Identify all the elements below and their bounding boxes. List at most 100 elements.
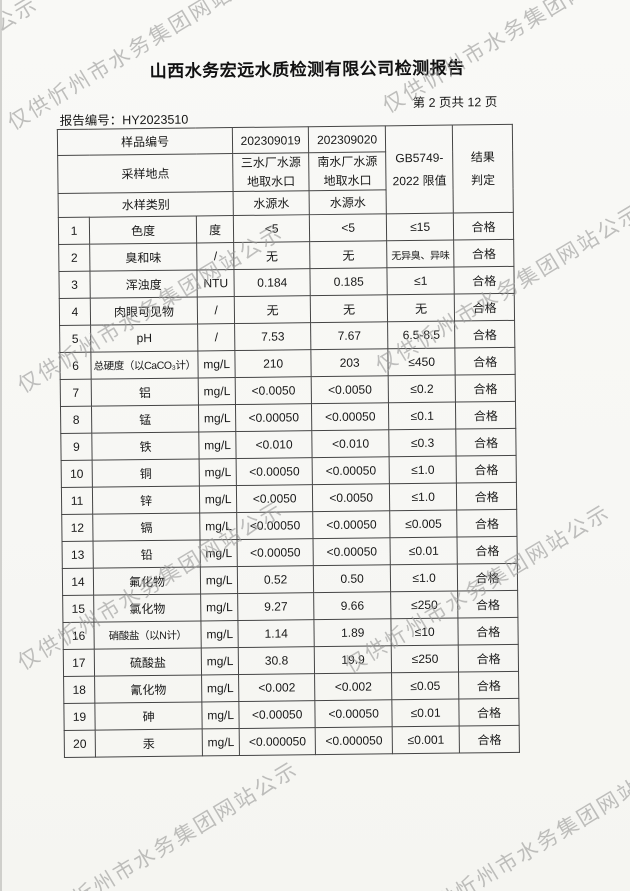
parameter-name-cell: 色度 bbox=[89, 216, 197, 245]
result-cell: 合格 bbox=[456, 455, 517, 484]
limit-cell: ≤0.1 bbox=[388, 402, 456, 430]
result-cell: 合格 bbox=[458, 644, 519, 673]
parameter-name-cell: 氯化物 bbox=[93, 594, 202, 623]
limit-header-line2: 2022 限值 bbox=[392, 173, 447, 188]
location-1-cell: 三水厂水源 地取水口 bbox=[232, 152, 310, 192]
limit-cell: 无 bbox=[387, 294, 455, 322]
unit-cell: mg/L bbox=[200, 539, 238, 568]
unit-cell: mg/L bbox=[201, 647, 239, 676]
report-number: 报告编号：HY2023510 bbox=[59, 112, 189, 129]
sample2-value-cell: <0.0050 bbox=[311, 375, 389, 404]
unit-cell: mg/L bbox=[199, 458, 237, 487]
type-label-cell: 水样类别 bbox=[58, 191, 234, 218]
result-cell: 合格 bbox=[454, 266, 515, 295]
sample1-value-cell: <0.00050 bbox=[236, 511, 314, 540]
sample2-value-cell: 无 bbox=[309, 241, 388, 269]
sample2-value-cell: <0.00050 bbox=[313, 537, 391, 566]
row-number-cell: 18 bbox=[63, 676, 95, 704]
sample1-value-cell: 0.184 bbox=[234, 268, 311, 297]
sample2-value-cell: 7.67 bbox=[310, 321, 389, 350]
result-cell: 合格 bbox=[456, 482, 517, 511]
sample2-value-cell: 0.50 bbox=[313, 564, 391, 593]
parameter-name-cell: 硫酸盐 bbox=[94, 648, 202, 677]
parameter-name-cell: 铝 bbox=[91, 378, 199, 407]
sample1-value-cell: <0.002 bbox=[238, 673, 316, 702]
result-cell: 合格 bbox=[458, 617, 519, 646]
unit-cell: / bbox=[196, 242, 235, 271]
result-cell: 合格 bbox=[459, 725, 520, 754]
limit-cell: 无异臭、异味 bbox=[386, 240, 455, 269]
parameter-row: 20 汞 mg/L <0.000050 <0.000050 ≤0.001 合格 bbox=[64, 725, 520, 758]
parameter-name-cell: 镉 bbox=[92, 513, 201, 542]
sample1-value-cell: 210 bbox=[235, 349, 312, 378]
sample2-value-cell: <5 bbox=[309, 214, 387, 242]
result-cell: 合格 bbox=[454, 320, 516, 349]
limit-cell: ≤0.005 bbox=[389, 510, 458, 538]
parameter-name-cell: 铜 bbox=[92, 459, 200, 488]
unit-cell: mg/L bbox=[199, 485, 237, 514]
limit-cell: ≤250 bbox=[390, 591, 459, 619]
sample1-value-cell: 9.27 bbox=[237, 592, 315, 621]
parameter-name-cell: 肉眼可见物 bbox=[90, 297, 198, 326]
sample1-value-cell: <0.00050 bbox=[235, 403, 312, 432]
row-number-cell: 12 bbox=[61, 514, 94, 542]
parameter-name-cell: 氟化物 bbox=[93, 567, 201, 596]
row-number-cell: 3 bbox=[58, 271, 91, 299]
parameter-name-cell: 锰 bbox=[91, 405, 199, 434]
sample2-value-cell: 0.185 bbox=[310, 268, 388, 296]
sample2-value-cell: <0.002 bbox=[314, 672, 392, 701]
result-cell: 合格 bbox=[453, 212, 514, 241]
limit-cell: ≤10 bbox=[391, 618, 459, 646]
limit-header-line1: GB5749- bbox=[395, 150, 444, 166]
sample2-value-cell: <0.0050 bbox=[312, 483, 390, 512]
limit-cell: ≤0.3 bbox=[388, 429, 457, 457]
limit-cell: ≤1.0 bbox=[389, 456, 457, 484]
row-number-cell: 7 bbox=[60, 379, 92, 407]
unit-cell: mg/L bbox=[200, 593, 239, 622]
row-number-cell: 11 bbox=[61, 487, 93, 515]
limit-header-cell: GB5749- 2022 限值 bbox=[385, 125, 454, 215]
sample1-value-cell: 30.8 bbox=[238, 646, 315, 675]
sample1-value-cell: 无 bbox=[234, 295, 311, 324]
location-2-cell: 南水厂水源 地取水口 bbox=[308, 151, 387, 191]
page-number-info: 第 2 页共 12 页 bbox=[412, 95, 498, 111]
sample1-value-cell: <0.000050 bbox=[239, 727, 316, 756]
sample1-value-cell: <0.00050 bbox=[236, 457, 313, 486]
parameter-name-cell: 浑浊度 bbox=[89, 270, 198, 299]
location-2-line2: 地取水口 bbox=[323, 173, 372, 188]
location-label-cell: 采样地点 bbox=[57, 153, 234, 194]
parameter-name-cell: 锌 bbox=[92, 486, 200, 515]
result-cell: 合格 bbox=[457, 536, 518, 565]
header-row-sample-no: 样品编号 202309019 202309020 GB5749- 2022 限值… bbox=[57, 124, 514, 215]
result-cell: 合格 bbox=[458, 698, 520, 727]
unit-cell: mg/L bbox=[201, 674, 240, 703]
sample1-value-cell: <0.00050 bbox=[237, 538, 314, 567]
water-quality-table: 样品编号 202309019 202309020 GB5749- 2022 限值… bbox=[57, 124, 520, 758]
result-cell: 合格 bbox=[456, 509, 518, 538]
sample1-value-cell: <0.010 bbox=[235, 430, 313, 459]
sample1-value-cell: <0.0050 bbox=[236, 484, 313, 513]
sample2-value-cell: <0.000050 bbox=[315, 726, 393, 755]
sample1-value-cell: 7.53 bbox=[234, 322, 312, 351]
parameter-name-cell: 汞 bbox=[95, 729, 203, 758]
sample2-value-cell: 无 bbox=[310, 295, 388, 323]
sample-no-label-cell: 样品编号 bbox=[57, 127, 233, 156]
limit-cell: ≤0.01 bbox=[391, 699, 460, 727]
sample-no-2-cell: 202309020 bbox=[308, 125, 386, 153]
sample1-value-cell: 无 bbox=[233, 241, 311, 270]
unit-cell: mg/L bbox=[200, 566, 238, 595]
sample2-value-cell: 203 bbox=[311, 348, 389, 377]
limit-cell: ≤1 bbox=[387, 267, 455, 296]
result-cell: 合格 bbox=[453, 239, 515, 268]
location-1-line2: 地取水口 bbox=[247, 173, 296, 189]
row-number-cell: 20 bbox=[64, 730, 96, 758]
limit-cell: 6.5-8.5 bbox=[387, 321, 456, 349]
unit-cell: mg/L bbox=[198, 431, 237, 460]
unit-cell: 度 bbox=[196, 215, 234, 244]
parameter-name-cell: 铅 bbox=[93, 540, 201, 569]
location-1-line1: 三水厂水源 bbox=[240, 155, 301, 170]
row-number-cell: 2 bbox=[58, 244, 90, 272]
unit-cell: NTU bbox=[197, 269, 235, 298]
result-header-line1: 结果 bbox=[470, 149, 495, 165]
